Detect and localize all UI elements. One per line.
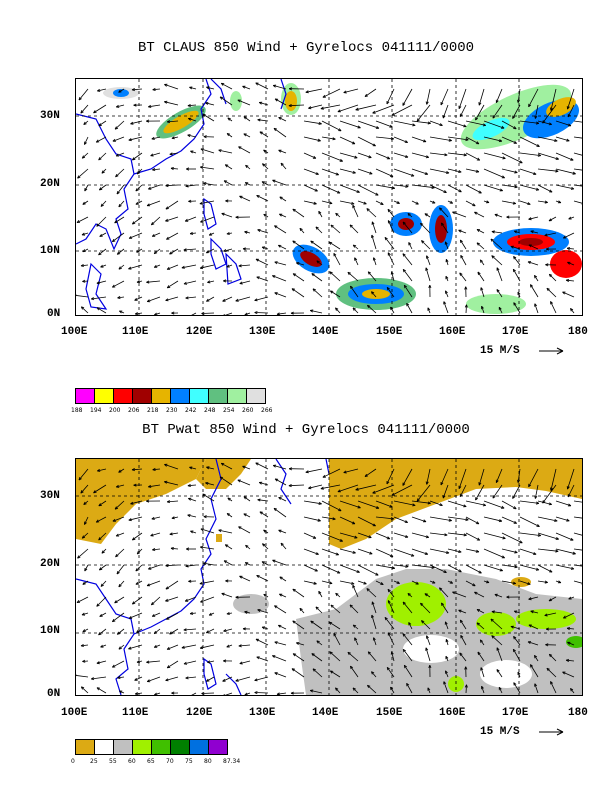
x-tick-180: 180 [568,707,588,719]
legend-label: 25 [90,758,98,765]
legend-label: 70 [166,758,174,765]
x-tick-130e: 130E [249,326,276,338]
legend-swatch [113,388,133,404]
legend-swatch [208,739,228,755]
x-tick-110e: 110E [122,707,149,719]
legend-label: 248 [204,407,216,414]
cloud-shading [103,83,582,314]
legend-label: 242 [185,407,197,414]
scale-arrow-icon [539,728,564,736]
legend-swatch [132,739,152,755]
x-tick-180: 180 [568,326,588,338]
claus-wind-map [75,78,583,316]
x-tick-150e: 150E [376,707,403,719]
legend-swatch [151,739,171,755]
y-tick-20n: 20N [40,178,60,190]
y-tick-10n: 10N [40,625,60,637]
legend-label: 65 [147,758,155,765]
legend-swatch [151,388,171,404]
legend-swatch [208,388,228,404]
scale-label: 15 M/S [480,726,520,738]
scale-arrow-icon [539,347,564,355]
y-tick-0n: 0N [47,688,61,700]
legend-label: 266 [261,407,273,414]
legend-label: 0 [71,758,75,765]
legend-swatch [189,739,209,755]
legend-label: 260 [242,407,254,414]
legend-swatch [94,388,114,404]
pwat-map-svg [76,459,582,695]
x-tick-160e: 160E [439,326,466,338]
legend-label: 200 [109,407,121,414]
legend-swatch [113,739,133,755]
legend-swatch [189,388,209,404]
legend-swatch [132,388,152,404]
legend-swatch [170,388,190,404]
scale-label: 15 M/S [480,345,520,357]
legend-label: 80 [204,758,212,765]
legend-label: 230 [166,407,178,414]
y-tick-20n: 20N [40,558,60,570]
x-tick-100e: 100E [61,326,88,338]
legend-label: 188 [71,407,83,414]
legend-label: 87.34 [223,758,241,765]
gridlines [76,79,582,315]
x-tick-130e: 130E [249,707,276,719]
x-tick-100e: 100E [61,707,88,719]
y-tick-0n: 0N [47,308,61,320]
legend-label: 55 [109,758,117,765]
wind-vectors [76,462,582,695]
panel2-title: BT Pwat 850 Wind + Gyrelocs 041111/0000 [142,422,470,438]
legend-swatch [75,388,95,404]
x-tick-160e: 160E [439,707,466,719]
legend-swatch [94,739,114,755]
claus-color-legend [75,388,266,404]
legend-label: 75 [185,758,193,765]
x-tick-170e: 170E [502,326,529,338]
x-tick-170e: 170E [502,707,529,719]
legend-swatch [246,388,266,404]
x-tick-140e: 140E [312,707,339,719]
legend-label: 218 [147,407,159,414]
legend-label: 60 [128,758,136,765]
panel1-title: BT CLAUS 850 Wind + Gyrelocs 041111/0000 [137,40,475,56]
y-tick-30n: 30N [40,110,60,122]
wind-vectors [76,82,582,315]
x-tick-150e: 150E [376,326,403,338]
legend-swatch [75,739,95,755]
legend-label: 194 [90,407,102,414]
x-tick-120e: 120E [186,326,213,338]
legend-label: 206 [128,407,140,414]
y-tick-30n: 30N [40,490,60,502]
pwat-color-legend [75,739,228,755]
legend-swatch [227,388,247,404]
gridlines [76,459,582,695]
pwat-wind-map [75,458,583,696]
y-tick-10n: 10N [40,245,60,257]
claus-map-svg [76,79,582,315]
x-tick-110e: 110E [122,326,149,338]
legend-label: 254 [223,407,235,414]
x-tick-140e: 140E [312,326,339,338]
legend-swatch [170,739,190,755]
x-tick-120e: 120E [186,707,213,719]
